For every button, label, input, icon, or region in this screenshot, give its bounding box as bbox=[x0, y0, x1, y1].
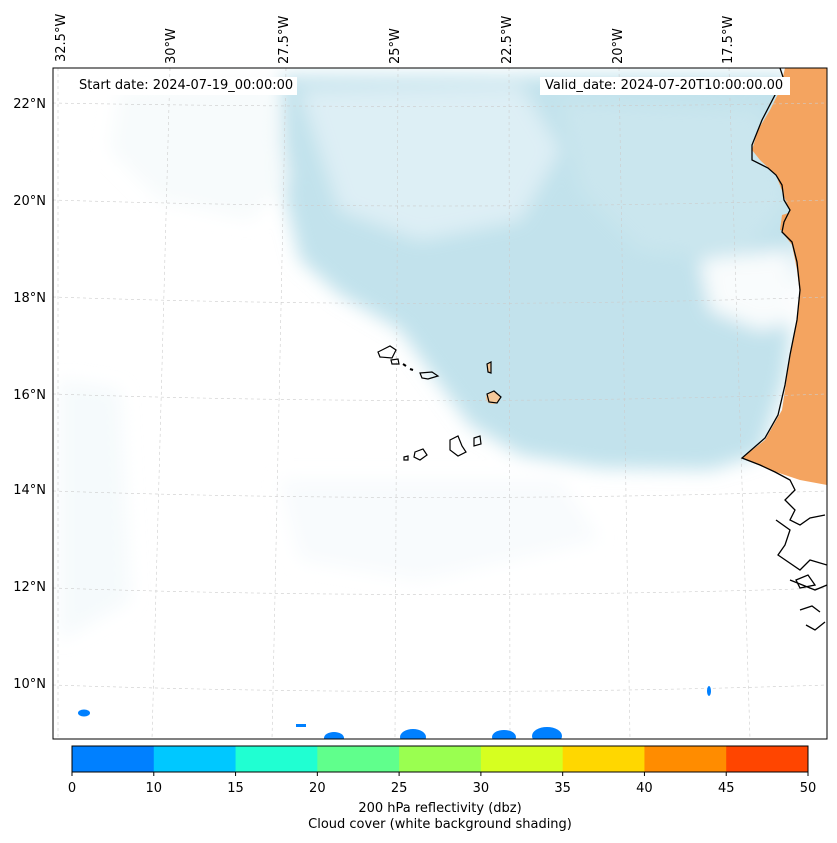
map-border bbox=[52, 67, 828, 740]
lat-label-14n: 14°N bbox=[13, 483, 46, 498]
colorbar-tick-label: 50 bbox=[799, 781, 817, 796]
colorbar bbox=[71, 745, 809, 776]
graticule bbox=[53, 68, 827, 739]
coastline bbox=[740, 68, 827, 631]
colorbar-border bbox=[71, 745, 809, 773]
lon-label-32-5w: 32.5°W bbox=[54, 13, 69, 62]
colorbar-tick-label: 10 bbox=[145, 781, 163, 796]
valid-date-label: Valid_date: 2024-07-20T10:00:00.00 bbox=[540, 77, 791, 95]
lat-label-10n: 10°N bbox=[13, 677, 46, 692]
start-date-label: Start date: 2024-07-19_00:00:00 bbox=[75, 77, 298, 95]
colorbar-tick-label: 25 bbox=[390, 781, 408, 796]
colorbar-tick-label: 0 bbox=[67, 781, 77, 796]
colorbar-tick-label: 40 bbox=[636, 781, 653, 796]
cloud-cover-shading bbox=[60, 75, 805, 640]
colorbar-segment bbox=[72, 746, 155, 772]
cape-verde-islands bbox=[377, 345, 502, 461]
lat-label-16n: 16°N bbox=[13, 388, 46, 403]
colorbar-segment bbox=[399, 746, 482, 772]
colorbar-segment bbox=[317, 746, 400, 772]
colorbar-tick-label: 15 bbox=[227, 781, 244, 796]
reflectivity-cells bbox=[78, 686, 711, 739]
colorbar-tick-label: 35 bbox=[554, 781, 571, 796]
colorbar-segment bbox=[480, 746, 564, 772]
colorbar-title: 200 hPa reflectivity (dbz) bbox=[358, 801, 522, 816]
lon-label-17-5w: 17.5°W bbox=[721, 15, 736, 64]
lon-label-25w: 25°W bbox=[388, 28, 403, 64]
lat-label-12n: 12°N bbox=[13, 580, 46, 595]
colorbar-segment bbox=[153, 746, 237, 772]
colorbar-segment bbox=[644, 746, 727, 772]
colorbar-segment bbox=[726, 746, 809, 772]
colorbar-segment bbox=[235, 746, 318, 772]
lon-label-27-5w: 27.5°W bbox=[277, 15, 292, 64]
colorbar-tick-label: 20 bbox=[309, 781, 326, 796]
lat-label-18n: 18°N bbox=[13, 291, 46, 306]
colorbar-tick-label: 45 bbox=[717, 781, 735, 796]
lon-label-20w: 20°W bbox=[611, 28, 626, 64]
colorbar-subtitle: Cloud cover (white background shading) bbox=[308, 817, 572, 832]
lon-label-22-5w: 22.5°W bbox=[500, 15, 515, 64]
lat-label-20n: 20°N bbox=[13, 194, 46, 209]
lon-label-30w: 30°W bbox=[164, 28, 179, 64]
lat-label-22n: 22°N bbox=[13, 97, 46, 112]
colorbar-tick-label: 30 bbox=[472, 781, 490, 796]
colorbar-segment bbox=[562, 746, 645, 772]
